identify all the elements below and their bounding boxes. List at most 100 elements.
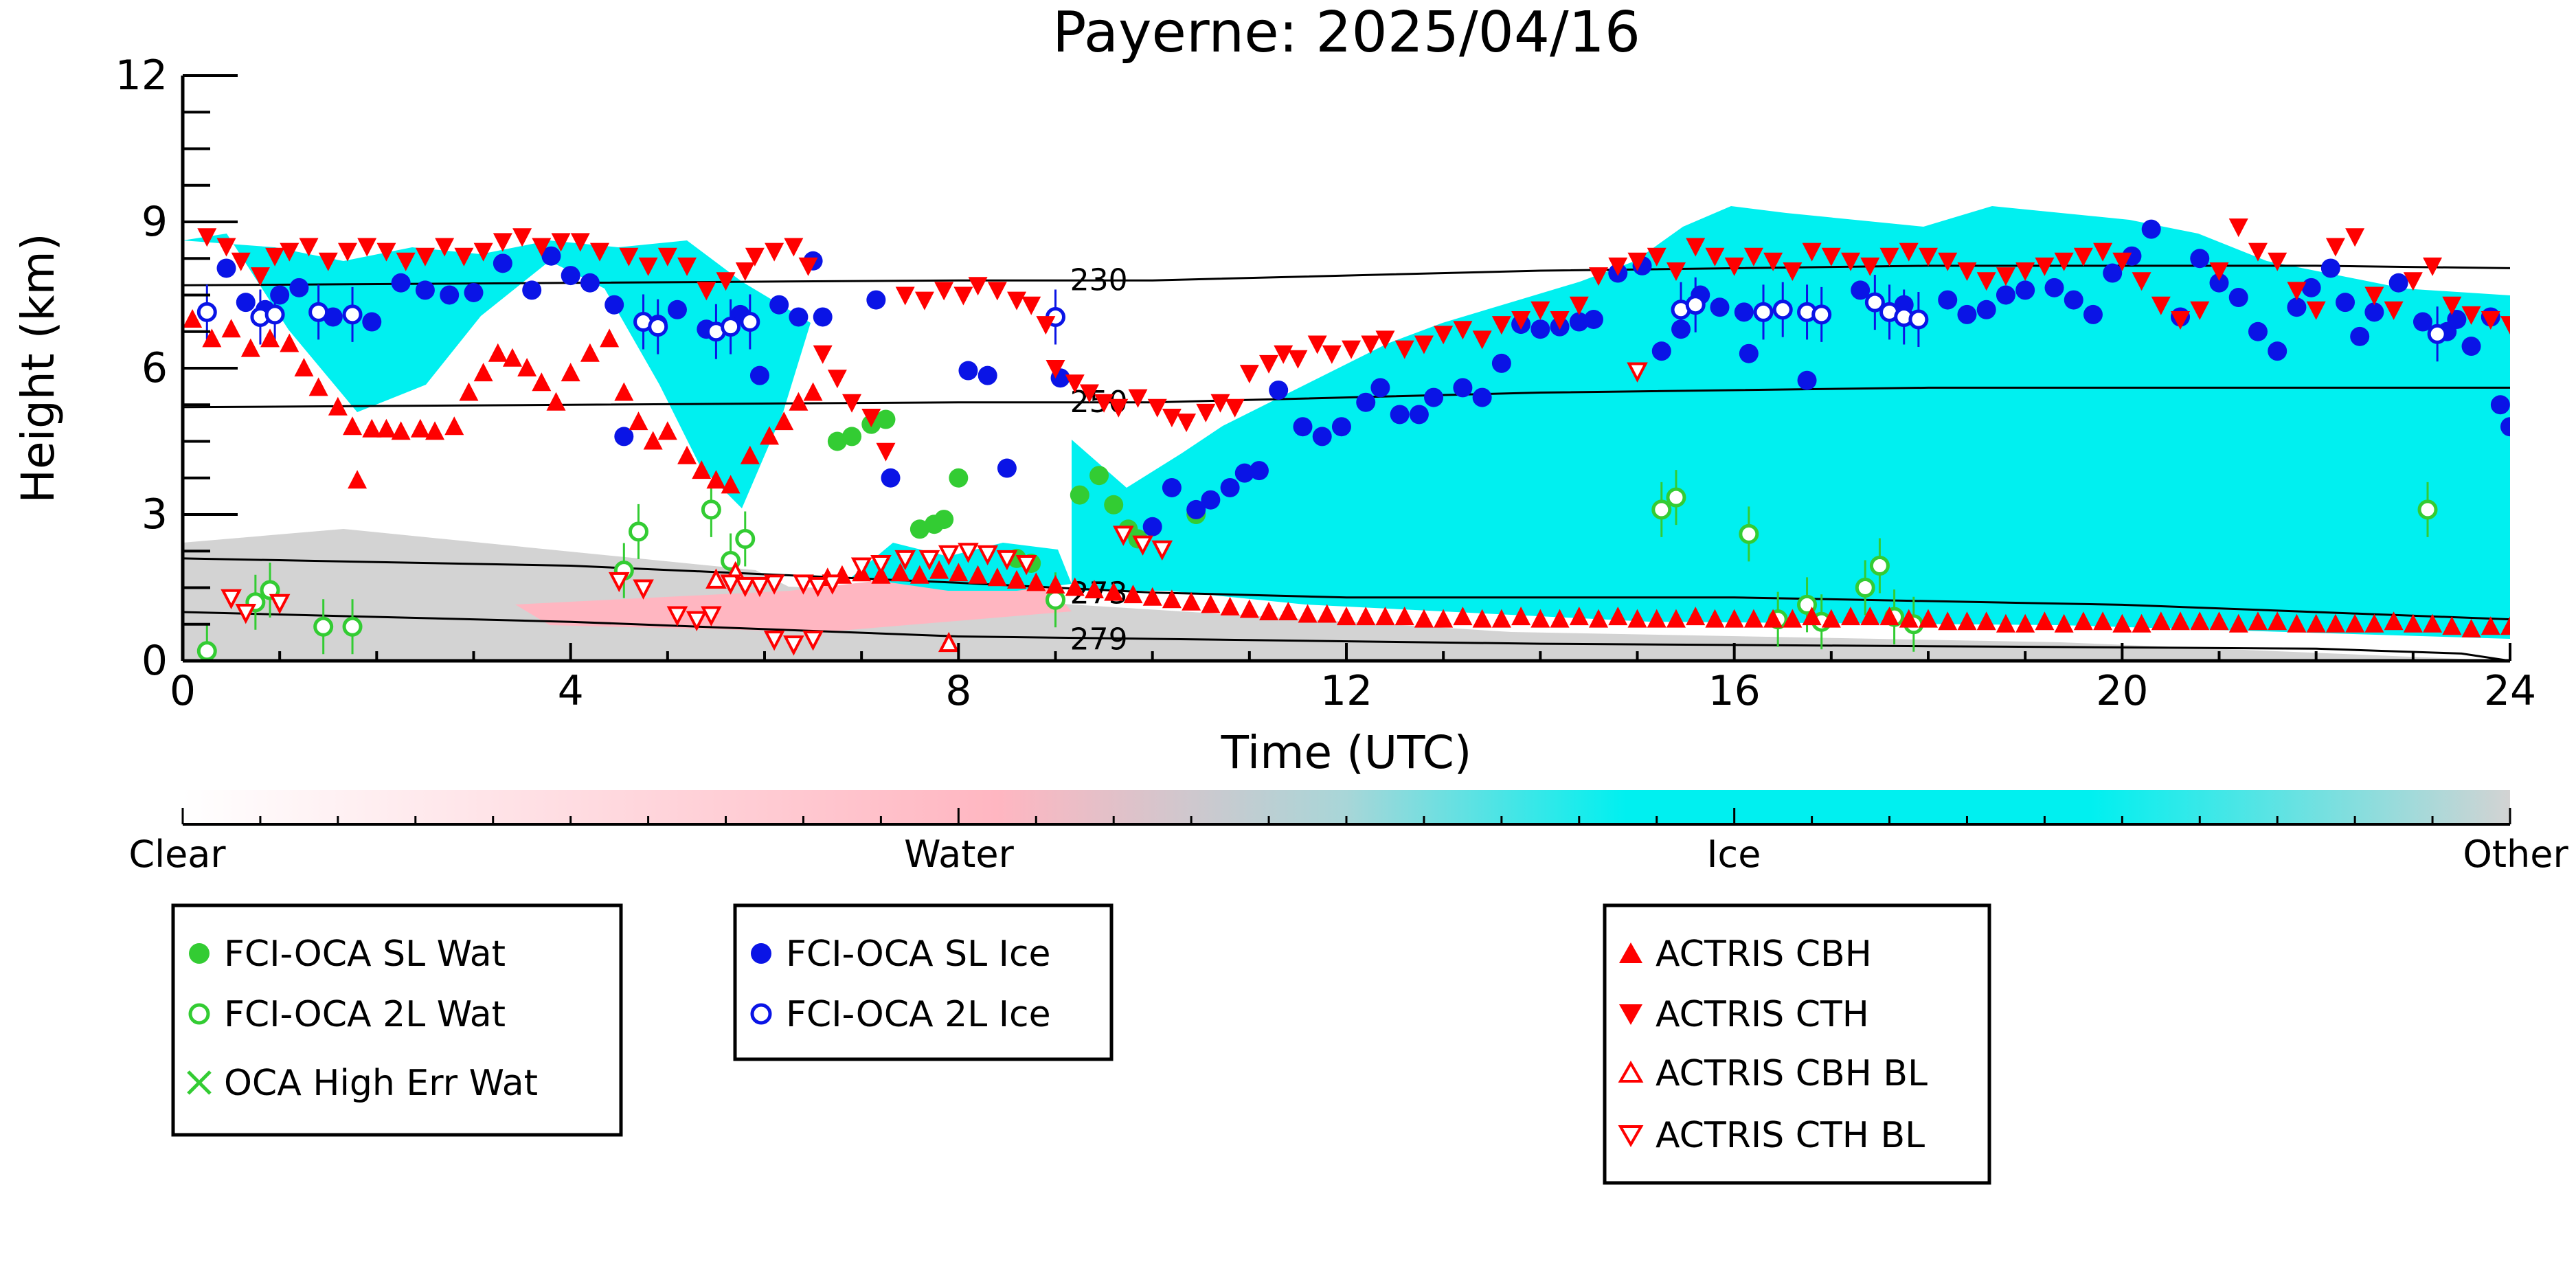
actris-cth-point (1225, 398, 1245, 418)
actris-cth-point (1162, 409, 1182, 427)
actris-cth-point (280, 242, 300, 262)
fci-oca-sl-ice-point (2461, 337, 2481, 357)
fci-oca-sl-ice-point (236, 293, 256, 313)
fci-oca-2l-ice-point (721, 317, 741, 337)
x-ticks: 0 4 8 12 16 20 24 (170, 643, 2536, 715)
fci-oca-sl-ice-point (605, 295, 624, 315)
fci-oca-2l-ice-point (308, 302, 329, 322)
actris-cth-bl-point (763, 574, 785, 595)
fci-oca-sl-ice-point (362, 312, 382, 332)
fci-oca-sl-ice-point (1938, 290, 1958, 310)
actris-cth-point (1938, 252, 1958, 271)
actris-cth-bl-point (608, 572, 630, 593)
actris-cbh-point (546, 392, 566, 411)
actris-cbh-point (183, 309, 203, 328)
actris-cbh-point (1046, 574, 1065, 594)
fci-oca-2l-wat-point (196, 641, 217, 661)
actris-cbh-point (2442, 616, 2462, 635)
actris-cth-point (1453, 321, 1473, 340)
actris-cth-point (1569, 296, 1589, 315)
fci-oca-sl-ice-point (2287, 297, 2307, 317)
fci-oca-sl-wat-point (842, 427, 862, 447)
actris-cbh-point (2015, 613, 2035, 633)
actris-cth-point (1259, 354, 1279, 374)
actris-cth-point (231, 252, 251, 271)
fci-oca-2l-wat-point (1046, 589, 1065, 610)
actris-cbh-point (1743, 609, 1763, 628)
actris-cbh-point (2171, 611, 2191, 631)
actris-cth-point (1976, 272, 1996, 291)
actris-cbh-point (949, 563, 969, 582)
actris-cth-bl-point (822, 574, 844, 595)
legend-label-cth-bl: ACTRIS CTH BL (1656, 1115, 1925, 1156)
actris-cth-bl-point (633, 579, 654, 600)
fci-oca-sl-ice-point (881, 468, 901, 488)
fci-oca-sl-ice-point (1530, 319, 1550, 339)
actris-cbh-point (1491, 609, 1511, 628)
actris-cth-point (2325, 238, 2345, 257)
fci-oca-sl-wat-point (827, 431, 847, 451)
actris-cbh-point (376, 418, 396, 438)
actris-cbh-point (2248, 611, 2268, 631)
actris-cbh-point (1802, 607, 1822, 626)
actris-cth-point (512, 228, 532, 247)
actris-cth-point (1996, 267, 2015, 286)
actris-cbh-point (706, 470, 726, 489)
actris-cth-point (1957, 262, 1977, 281)
actris-cbh-point (473, 363, 493, 382)
actris-cbh-point (774, 411, 794, 431)
legend-box (733, 903, 1114, 1061)
actris-cbh-point (677, 445, 697, 464)
actris-cbh-point (348, 470, 368, 489)
fci-oca-sl-ice-point (2190, 249, 2210, 269)
actris-cth-point (1608, 257, 1628, 276)
actris-cbh-point (2481, 616, 2500, 635)
fci-oca-sl-ice-point (1331, 417, 1351, 437)
fci-oca-sl-ice-point (522, 280, 542, 300)
actris-cth-point (1414, 335, 1434, 354)
fci-oca-sl-ice-point (1734, 302, 1754, 322)
actris-cth-point (1821, 247, 1841, 267)
actris-cth-bl-point (802, 631, 824, 651)
actris-cbh-point (2325, 613, 2345, 633)
fci-oca-sl-ice-point (289, 278, 309, 297)
fci-oca-sl-ice-point (978, 365, 997, 385)
actris-cth-point (1472, 330, 1492, 350)
actris-cbh-point (2384, 611, 2404, 631)
actris-cbh-point (2403, 613, 2423, 633)
actris-cth-point (1511, 311, 1531, 330)
isotherm-label: 230 (1070, 262, 1128, 297)
actris-cbh-point (2228, 613, 2248, 633)
fci-oca-sl-ice-point (2320, 258, 2340, 278)
x-axis-label: Time (UTC) (1221, 726, 1472, 779)
actris-cth-bl-point (996, 550, 1018, 571)
actris-cbh-point (1724, 609, 1744, 628)
actris-cbh-point (692, 460, 712, 479)
actris-cbh-point (1317, 604, 1337, 623)
actris-cth-point (2306, 301, 2326, 320)
fci-oca-sl-ice-point (2064, 290, 2083, 310)
x-tick-label: 8 (945, 667, 971, 715)
legend-label-cbh-bl: ACTRIS CBH BL (1656, 1053, 1928, 1094)
actris-cth-point (2190, 301, 2210, 320)
actris-cbh-point (2035, 611, 2055, 631)
actris-cbh-point (410, 418, 430, 438)
actris-cth-point (1763, 252, 1783, 271)
fci-oca-sl-ice-point (1293, 417, 1313, 437)
legend-box (1603, 903, 1991, 1185)
colorbar-label-other: Other (2463, 833, 2568, 876)
actris-cbh-point (1278, 602, 1298, 620)
legend-ice: FCI-OCA SL Ice FCI-OCA 2L Ice (733, 903, 1114, 1061)
fci-oca-sl-ice-point (813, 307, 833, 327)
actris-cth-point (1724, 257, 1744, 276)
fci-oca-sl-ice-point (415, 280, 435, 300)
actris-cbh-point (1569, 607, 1589, 626)
actris-cbh-point (1821, 609, 1841, 628)
actris-cth-point (1361, 335, 1381, 354)
actris-cth-point (1021, 296, 1041, 315)
actris-cbh-point (2151, 611, 2171, 631)
isotherm-label: 279 (1070, 622, 1128, 657)
isotherm-line (183, 557, 2510, 621)
actris-cbh-point (987, 567, 1007, 587)
x-tick-label: 4 (558, 667, 584, 715)
